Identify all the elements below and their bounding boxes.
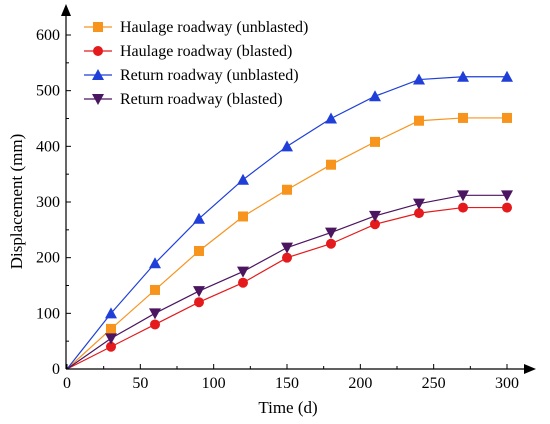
series-line bbox=[66, 194, 507, 370]
y-tick-label: 600 bbox=[36, 27, 60, 44]
data-point bbox=[502, 112, 512, 123]
x-tick-label: 150 bbox=[275, 375, 299, 392]
legend-item: Return roadway (unblasted) bbox=[84, 67, 299, 84]
y-axis-title: Displacement (mm) bbox=[7, 134, 26, 270]
legend-item: Haulage roadway (blasted) bbox=[84, 43, 292, 60]
x-tick-label: 250 bbox=[422, 375, 446, 392]
x-tick-label: 50 bbox=[132, 375, 148, 392]
data-point bbox=[105, 333, 117, 345]
y-tick-label: 300 bbox=[36, 194, 60, 211]
data-point bbox=[105, 307, 117, 319]
y-tick-label: 100 bbox=[36, 305, 60, 322]
data-point bbox=[458, 202, 468, 213]
data-point bbox=[370, 219, 380, 230]
data-point bbox=[238, 211, 248, 222]
y-tick-label: 0 bbox=[52, 361, 60, 378]
y-axis-arrow bbox=[61, 4, 71, 16]
series-layer bbox=[66, 70, 513, 370]
legend-label: Haulage roadway (blasted) bbox=[120, 43, 292, 60]
data-point bbox=[414, 208, 424, 219]
ticks-layer: 0 50 100 150 200 250 300 0 100 200 300 400 500 600 bbox=[36, 27, 519, 392]
data-point bbox=[501, 190, 513, 202]
data-point bbox=[369, 90, 381, 102]
data-point bbox=[457, 190, 469, 202]
data-point bbox=[281, 242, 293, 254]
series-3 bbox=[66, 70, 513, 370]
data-point bbox=[238, 277, 248, 288]
legend-label: Haulage roadway (unblasted) bbox=[120, 19, 308, 36]
data-point bbox=[194, 245, 204, 256]
x-axis-arrow bbox=[524, 364, 536, 374]
data-point bbox=[413, 73, 425, 85]
data-point bbox=[414, 115, 424, 126]
legend-label: Return roadway (blasted) bbox=[120, 91, 283, 108]
data-point bbox=[325, 227, 337, 239]
data-point bbox=[193, 212, 205, 224]
x-tick-label: 300 bbox=[495, 375, 519, 392]
data-point bbox=[150, 319, 160, 330]
x-tick-label: 200 bbox=[348, 375, 372, 392]
legend-marker bbox=[93, 22, 103, 32]
axes-layer bbox=[61, 4, 536, 374]
data-point bbox=[237, 266, 249, 278]
legend: Haulage roadway (unblasted) Haulage roadw… bbox=[84, 19, 308, 108]
data-point bbox=[150, 284, 160, 295]
x-axis-title: Time (d) bbox=[258, 398, 317, 417]
data-point bbox=[149, 257, 161, 269]
data-point bbox=[369, 210, 381, 222]
legend-marker bbox=[93, 46, 103, 56]
data-point bbox=[326, 238, 336, 249]
data-point bbox=[193, 286, 205, 298]
series-line bbox=[66, 76, 507, 370]
data-point bbox=[413, 198, 425, 210]
y-tick-label: 200 bbox=[36, 250, 60, 267]
data-point bbox=[281, 140, 293, 152]
data-point bbox=[325, 112, 337, 124]
legend-item: Return roadway (blasted) bbox=[84, 91, 283, 108]
data-point bbox=[326, 159, 336, 170]
legend-marker bbox=[92, 94, 104, 105]
data-point bbox=[501, 70, 513, 82]
data-point bbox=[457, 70, 469, 82]
data-point bbox=[502, 202, 512, 213]
legend-label: Return roadway (unblasted) bbox=[120, 67, 299, 84]
data-point bbox=[282, 252, 292, 263]
data-point bbox=[149, 308, 161, 320]
y-tick-label: 500 bbox=[36, 83, 60, 100]
series-1 bbox=[66, 112, 512, 370]
data-point bbox=[194, 297, 204, 308]
data-point bbox=[237, 173, 249, 185]
data-point bbox=[370, 136, 380, 147]
data-point bbox=[458, 112, 468, 123]
data-point bbox=[106, 341, 116, 352]
x-tick-label: 0 bbox=[63, 375, 71, 392]
series-4 bbox=[66, 190, 513, 370]
y-tick-label: 400 bbox=[36, 138, 60, 155]
data-point bbox=[282, 184, 292, 195]
series-2 bbox=[66, 202, 512, 370]
legend-marker bbox=[92, 69, 104, 80]
data-point bbox=[106, 323, 116, 334]
legend-item: Haulage roadway (unblasted) bbox=[84, 19, 308, 36]
x-tick-label: 100 bbox=[202, 375, 226, 392]
